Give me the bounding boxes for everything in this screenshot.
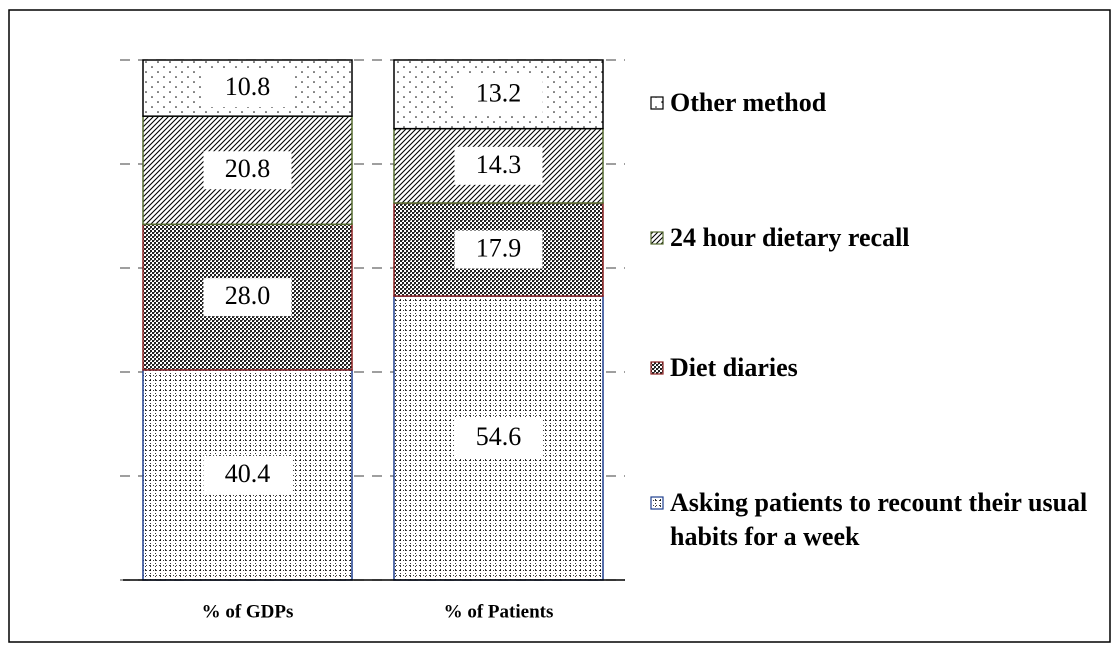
value-label: 17.9	[476, 234, 522, 263]
value-label-bg	[203, 69, 292, 108]
value-label-bg	[454, 146, 543, 185]
value-label-bg	[454, 75, 543, 114]
x-tick-label: % of Patients	[444, 601, 554, 622]
value-label-bg	[454, 419, 543, 458]
legend-marker	[650, 361, 664, 375]
value-label: 14.3	[476, 150, 522, 179]
value-label: 13.2	[476, 78, 522, 107]
value-label: 28.0	[225, 281, 271, 310]
value-label-bg	[203, 455, 292, 494]
legend-label: Diet diaries	[670, 353, 798, 382]
value-label: 40.4	[225, 459, 271, 488]
value-label-bg	[203, 151, 292, 190]
legend-label: Other method	[670, 88, 827, 117]
value-label: 20.8	[225, 154, 271, 183]
legend-marker	[650, 96, 664, 110]
value-label-bg	[203, 278, 292, 317]
value-label-bg	[454, 230, 543, 269]
legend-marker	[650, 496, 664, 510]
legend-label: Asking patients to recount their usual h…	[670, 488, 1088, 551]
legend-marker	[650, 231, 664, 245]
value-label: 54.6	[476, 422, 522, 451]
frame	[8, 9, 1111, 643]
legend-label: 24 hour dietary recall	[670, 223, 910, 252]
x-tick-label: % of GDPs	[202, 601, 294, 622]
value-label: 10.8	[225, 72, 271, 101]
